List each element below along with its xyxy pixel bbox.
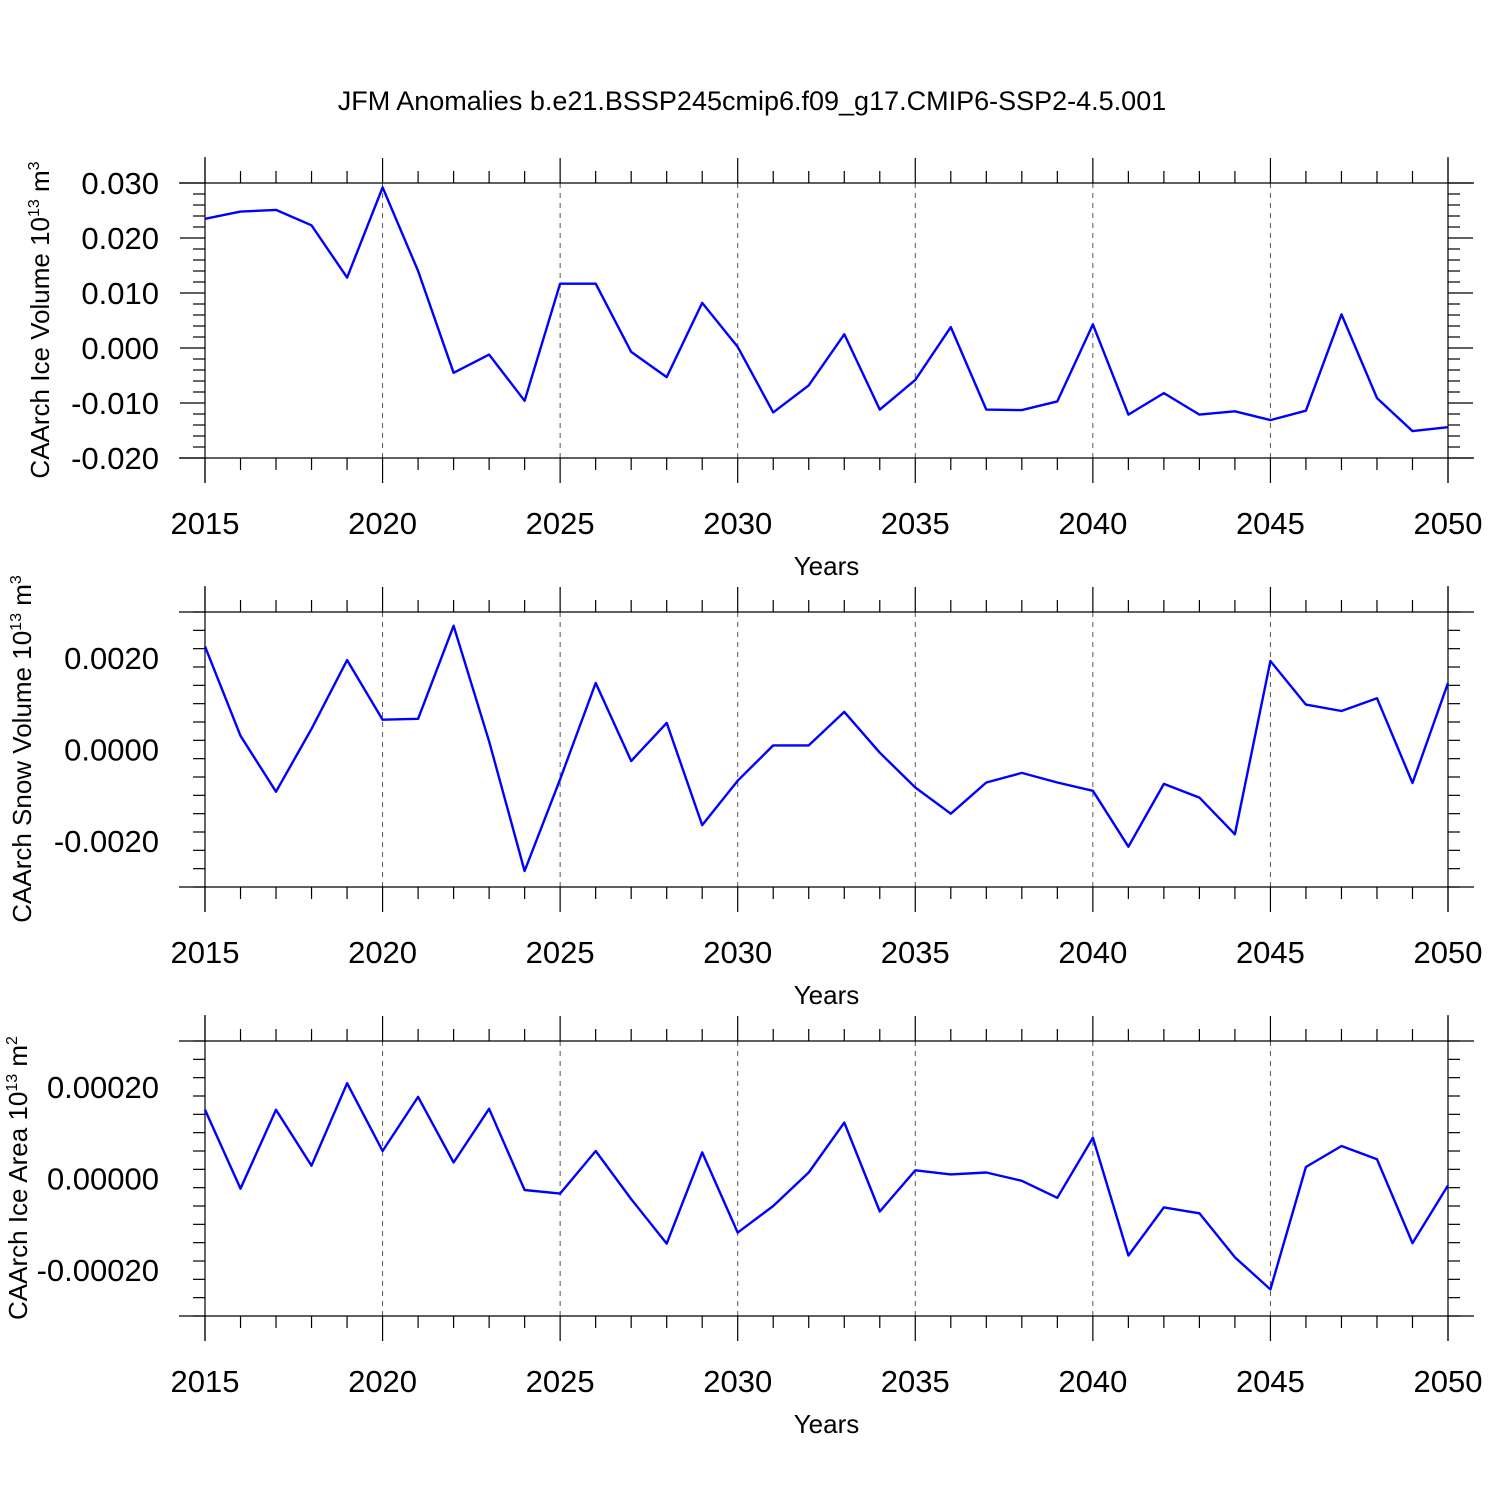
x-tick-label: 2020 (348, 935, 417, 970)
x-axis-title: Years (794, 551, 860, 581)
panel-ice-volume: 2015 2020 2025 2030 2035 2040 2045 2050 Years -0.… (25, 157, 1482, 581)
panel-ice-area: 2015 2020 2025 2030 2035 2040 2045 2050 Years -0.… (3, 1015, 1482, 1439)
y-tick-label: -0.010 (71, 386, 159, 421)
figure-title: JFM Anomalies b.e21.BSSP245cmip6.f09_g17… (338, 86, 1166, 116)
x-tick-label: 2030 (703, 935, 772, 970)
x-tick-label: 2050 (1414, 1364, 1483, 1399)
series-line-ice-volume (204, 186, 1449, 433)
y-tick-label: -0.00020 (37, 1253, 159, 1288)
x-tick-label: 2040 (1058, 935, 1127, 970)
x-tick-label: 2045 (1236, 1364, 1305, 1399)
y-tick-label: 0.030 (81, 166, 159, 201)
panel-snow-volume: 2015 2020 2025 2030 2035 2040 2045 2050 Years -0.… (7, 575, 1482, 1010)
y-tick-label: 0.000 (81, 331, 159, 366)
x-tick-label: 2015 (171, 506, 240, 541)
x-tick-label: 2030 (703, 1364, 772, 1399)
x-tick-label: 2020 (348, 506, 417, 541)
x-tick-label: 2040 (1058, 1364, 1127, 1399)
x-tick-label: 2040 (1058, 506, 1127, 541)
y-tick-label: 0.00000 (47, 1162, 159, 1197)
x-tick-label: 2035 (881, 935, 950, 970)
x-tick-label: 2025 (526, 935, 595, 970)
y-axis-title: CAArch Ice Volume 1013 m3 (25, 161, 55, 478)
y-tick-label: -0.020 (71, 441, 159, 476)
x-axis-title: Years (794, 1409, 860, 1439)
y-tick-label: -0.0020 (54, 824, 159, 859)
x-tick-label: 2015 (171, 1364, 240, 1399)
x-tick-label: 2015 (171, 935, 240, 970)
x-tick-label: 2050 (1414, 506, 1483, 541)
y-tick-label: 0.0000 (64, 733, 159, 768)
x-tick-label: 2045 (1236, 506, 1305, 541)
x-tick-label: 2020 (348, 1364, 417, 1399)
x-axis-title: Years (794, 980, 860, 1010)
series-line-snow-volume (203, 624, 1450, 873)
x-tick-label: 2045 (1236, 935, 1305, 970)
y-axis-title: CAArch Snow Volume 1013 m3 (7, 575, 37, 923)
x-tick-label: 2035 (881, 506, 950, 541)
x-tick-label: 2025 (526, 506, 595, 541)
x-tick-label: 2035 (881, 1364, 950, 1399)
y-tick-label: 0.00020 (47, 1070, 159, 1105)
y-tick-label: 0.020 (81, 221, 159, 256)
series-line-ice-area (203, 1081, 1450, 1291)
x-tick-label: 2050 (1414, 935, 1483, 970)
y-axis-title: CAArch Ice Area 1013 m2 (3, 1036, 33, 1320)
y-tick-label: 0.010 (81, 276, 159, 311)
x-tick-label: 2025 (526, 1364, 595, 1399)
x-tick-label: 2030 (703, 506, 772, 541)
y-tick-label: 0.0020 (64, 641, 159, 676)
